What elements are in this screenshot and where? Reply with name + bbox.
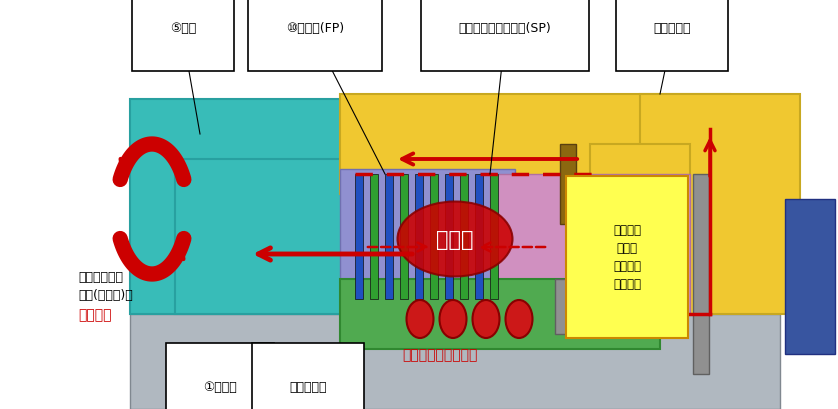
Text: ⑰スチールプレート(SP): ⑰スチールプレート(SP)	[458, 21, 551, 34]
Bar	[445, 175, 453, 299]
Bar	[370, 175, 378, 299]
Bar	[555, 279, 573, 334]
Text: ⑬戻しバネ: ⑬戻しバネ	[289, 380, 327, 393]
Bar	[130, 100, 370, 314]
Bar	[175, 160, 370, 314]
Text: エンジン動力の流れ: エンジン動力の流れ	[402, 347, 478, 361]
Text: 歯車(出力部)も: 歯車(出力部)も	[78, 289, 132, 302]
Ellipse shape	[439, 300, 467, 338]
Bar	[693, 175, 709, 374]
Ellipse shape	[505, 300, 532, 338]
Bar	[490, 175, 690, 314]
Bar	[785, 200, 835, 354]
Bar	[415, 175, 423, 299]
Text: ⑤歯車: ⑤歯車	[170, 21, 196, 34]
Text: ⑪ピストン: ⑪ピストン	[654, 21, 691, 34]
Text: ⑩摩擦板(FP): ⑩摩擦板(FP)	[286, 21, 344, 34]
Ellipse shape	[473, 300, 499, 338]
Bar	[490, 175, 498, 299]
Text: 回転する: 回転する	[78, 307, 111, 321]
Bar	[590, 145, 690, 225]
Text: ①入力部: ①入力部	[203, 380, 237, 393]
Bar	[560, 145, 576, 225]
Text: ピストン
へ油圧
が作用し
スライド: ピストン へ油圧 が作用し スライド	[613, 224, 641, 291]
Text: 密　着: 密 着	[437, 229, 473, 249]
Bar	[460, 175, 468, 299]
Bar	[385, 175, 393, 299]
Bar	[340, 279, 660, 349]
Text: 動力が伝わり: 動力が伝わり	[78, 271, 123, 284]
Bar	[355, 175, 363, 299]
Bar	[475, 175, 483, 299]
Bar	[340, 95, 730, 195]
Ellipse shape	[397, 202, 513, 277]
Bar	[400, 175, 408, 299]
Bar	[640, 95, 800, 314]
Bar	[430, 175, 438, 299]
Bar	[130, 314, 780, 409]
Ellipse shape	[406, 300, 433, 338]
Bar	[340, 170, 515, 314]
